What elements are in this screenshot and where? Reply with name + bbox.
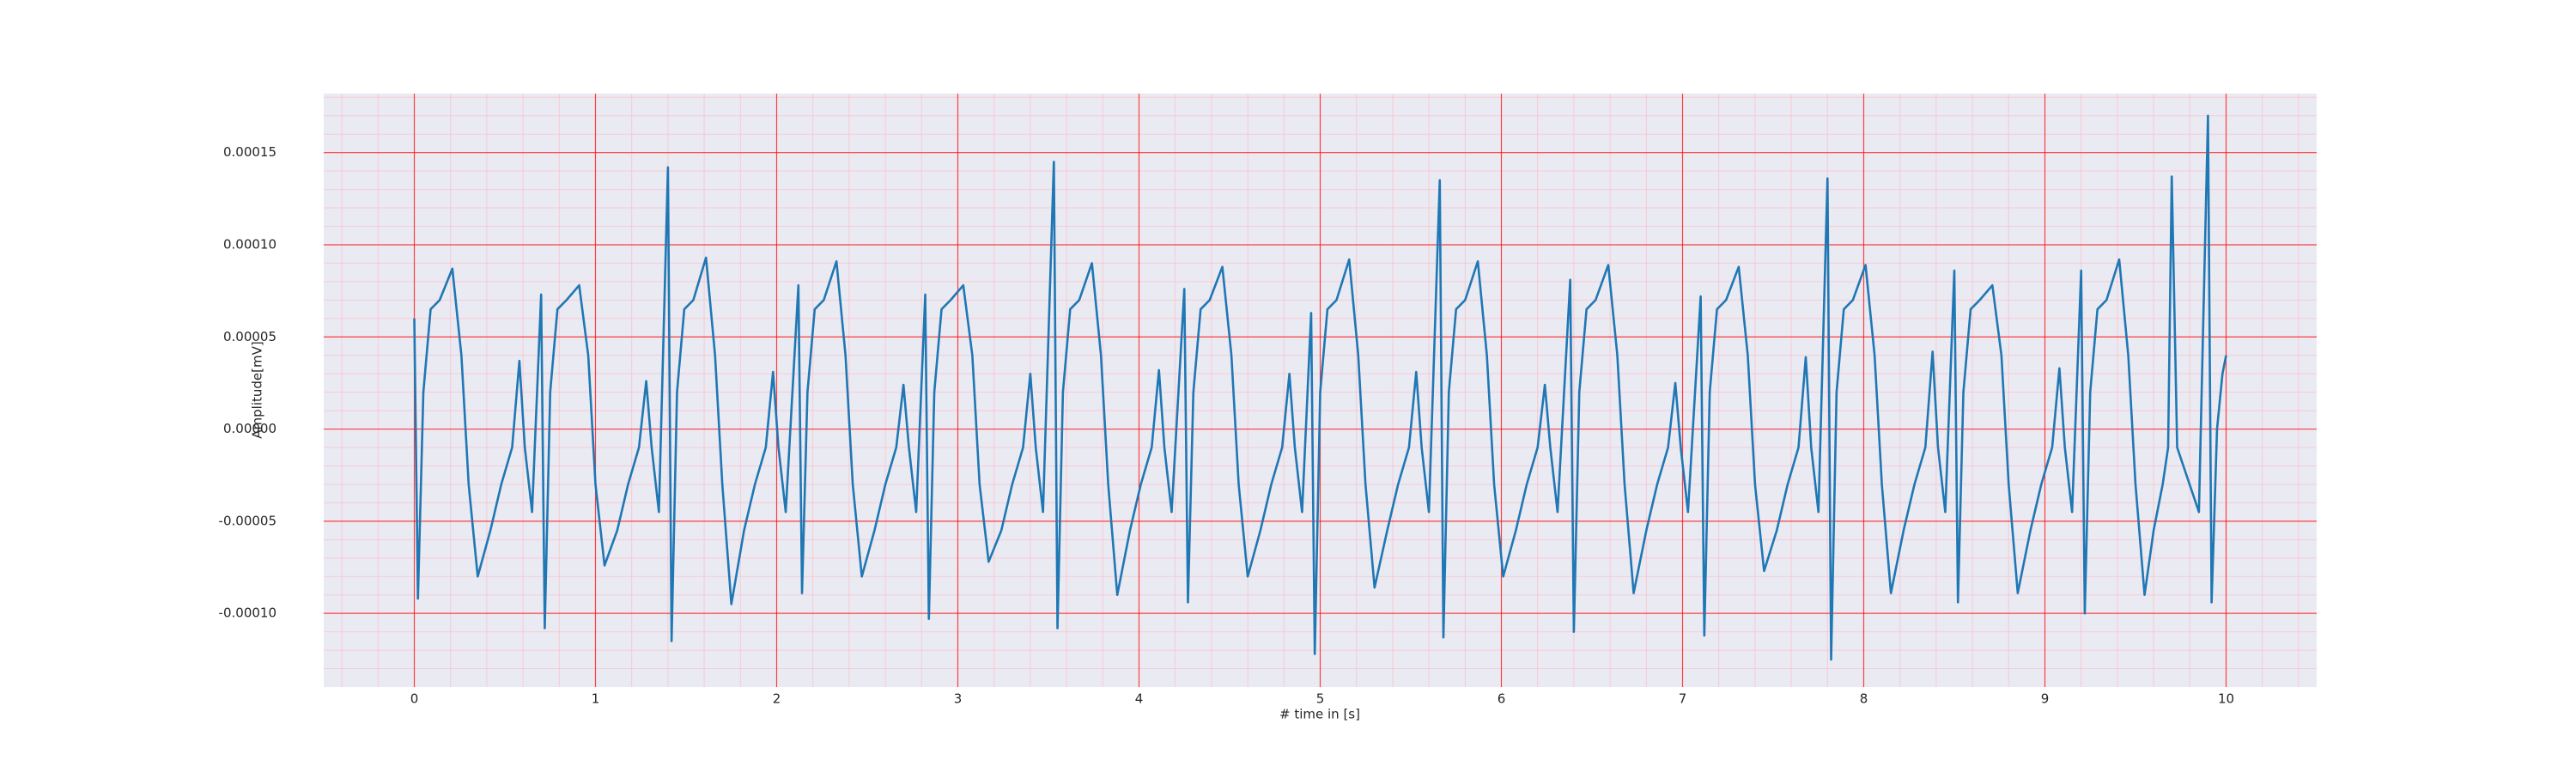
y-tick-label: 0.00010 bbox=[223, 236, 276, 252]
x-tick-label: 6 bbox=[1498, 691, 1506, 707]
x-tick-label: 9 bbox=[2041, 691, 2050, 707]
y-tick-label: 0.00015 bbox=[223, 144, 276, 160]
x-tick-label: 0 bbox=[410, 691, 419, 707]
x-tick-label: 1 bbox=[592, 691, 600, 707]
x-tick-label: 2 bbox=[773, 691, 781, 707]
x-tick-label: 10 bbox=[2218, 691, 2234, 707]
y-axis-label: Amplitude[mV] bbox=[250, 341, 265, 438]
x-tick-label: 8 bbox=[1860, 691, 1868, 707]
signal-line bbox=[413, 114, 2227, 661]
x-tick-label: 3 bbox=[954, 691, 963, 707]
x-tick-label: 7 bbox=[1679, 691, 1687, 707]
x-tick-label: 4 bbox=[1135, 691, 1144, 707]
y-tick-label: 0.00005 bbox=[223, 329, 276, 344]
y-tick-label: -0.00005 bbox=[219, 513, 276, 528]
x-axis-label: # time in [s] bbox=[1279, 707, 1360, 722]
y-tick-label: 0.00000 bbox=[223, 421, 276, 436]
y-tick-label: -0.00010 bbox=[219, 606, 276, 621]
x-tick-label: 5 bbox=[1316, 691, 1325, 707]
